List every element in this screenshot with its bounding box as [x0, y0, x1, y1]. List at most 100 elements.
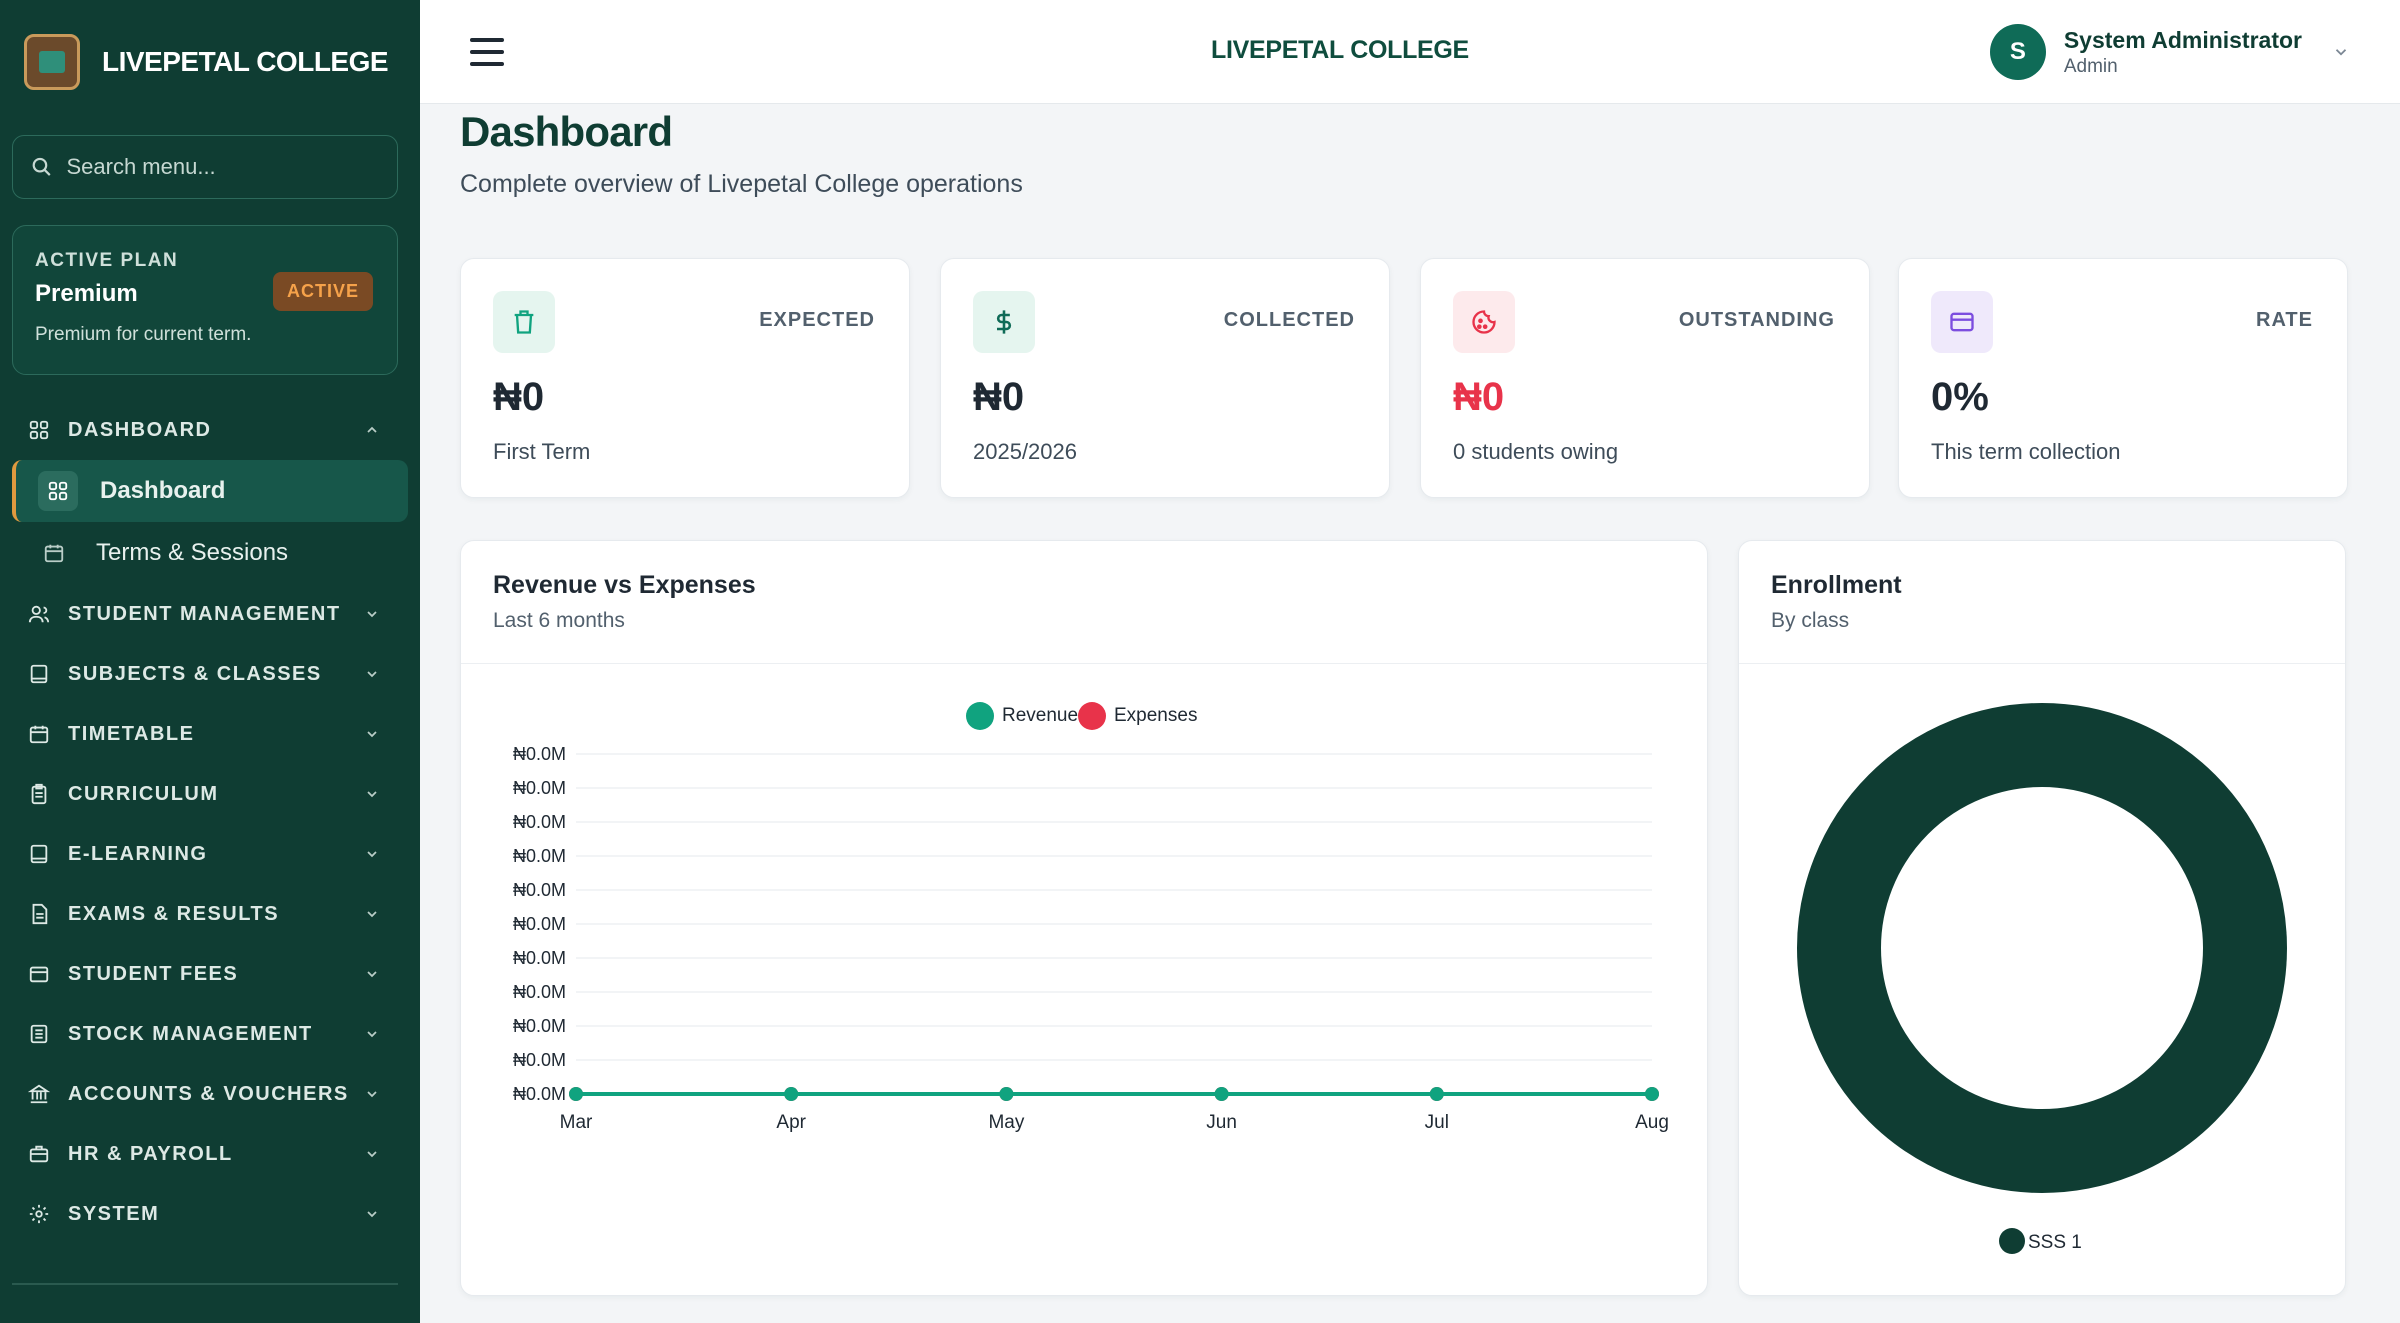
nav-section-label: DASHBOARD: [68, 418, 212, 441]
enrollment-donut-chart: SSS 1: [1797, 703, 2287, 1254]
briefcase-icon: [29, 1145, 49, 1163]
stat-card-expected: EXPECTED ₦0 First Term: [460, 258, 910, 498]
x-tick-label: Jul: [1425, 1112, 1449, 1133]
user-role: Admin: [2063, 55, 2118, 77]
chart-legend-expenses[interactable]: Expenses: [1078, 702, 1197, 730]
nav-section-label: ACCOUNTS & VOUCHERS: [68, 1082, 349, 1105]
stat-icon-box: [493, 291, 555, 353]
y-tick-label: ₦0.0M: [513, 914, 566, 934]
sidebar-item-dashboard[interactable]: Dashboard: [12, 460, 408, 522]
nav-section-student-management[interactable]: STUDENT MANAGEMENT: [0, 584, 420, 644]
panel-subtitle: By class: [1771, 609, 1850, 632]
topbar-title: LIVEPETAL COLLEGE: [1211, 36, 1469, 64]
x-tick-label: Apr: [776, 1112, 806, 1133]
book-icon: [30, 844, 48, 864]
plan-label: ACTIVE PLAN: [35, 250, 179, 271]
x-tick-label: Mar: [560, 1112, 593, 1133]
nav-section-label: STOCK MANAGEMENT: [68, 1022, 313, 1045]
chevron-down-icon: [367, 611, 377, 618]
stat-subtext: 0 students owing: [1453, 439, 1619, 464]
nav-section-hr-payroll[interactable]: HR & PAYROLL: [0, 1124, 420, 1184]
bank-icon: [28, 1084, 50, 1104]
nav-section-exams-results[interactable]: EXAMS & RESULTS: [0, 884, 420, 944]
chevron-down-icon: [367, 911, 377, 918]
sidebar-item-terms-sessions[interactable]: Terms & Sessions: [12, 522, 408, 584]
nav-section-subjects-classes[interactable]: SUBJECTS & CLASSES: [0, 644, 420, 704]
active-plan-card: ACTIVE PLAN Premium Premium for current …: [12, 225, 398, 375]
revenue-expenses-panel: Revenue vs Expenses Last 6 months: [460, 540, 1708, 1296]
wallet-icon: [29, 966, 49, 983]
grid-icon: [38, 471, 78, 511]
sidebar: LIVEPETAL COLLEGE ACTIVE PLAN Premium Pr…: [0, 0, 420, 1323]
panel-subtitle: Last 6 months: [493, 609, 625, 632]
nav-section-stock-management[interactable]: STOCK MANAGEMENT: [0, 1004, 420, 1064]
y-tick-label: ₦0.0M: [513, 812, 566, 832]
panel-title: Revenue vs Expenses: [493, 571, 756, 599]
stat-subtext: First Term: [493, 439, 591, 464]
chevron-down-icon: [367, 731, 377, 738]
grid-icon: [29, 420, 49, 440]
college-logo-icon: [24, 34, 80, 90]
chart-legend-revenue[interactable]: Revenue: [966, 702, 1078, 730]
panel-divider: [461, 663, 1707, 664]
y-tick-label: ₦0.0M: [513, 1084, 566, 1104]
nav-section-label: CURRICULUM: [68, 782, 219, 805]
data-point-revenue: [569, 1087, 583, 1101]
y-tick-label: ₦0.0M: [513, 778, 566, 798]
nav-section-label: E-LEARNING: [68, 842, 208, 865]
calendar-icon: [29, 725, 49, 744]
stat-subtext: This term collection: [1931, 439, 2121, 464]
cookie-icon: [1472, 310, 1496, 334]
stat-value: ₦0: [973, 375, 1025, 419]
y-tick-label: ₦0.0M: [513, 1016, 566, 1036]
gear-icon: [29, 1204, 49, 1224]
stat-value: ₦0: [493, 375, 545, 419]
y-tick-label: ₦0.0M: [513, 1050, 566, 1070]
sidebar-divider: [12, 1283, 398, 1285]
sidebar-item-label: Dashboard: [100, 477, 226, 504]
data-point-revenue: [999, 1087, 1014, 1101]
stat-value: ₦0: [1453, 375, 1505, 419]
nav-section-curriculum[interactable]: CURRICULUM: [0, 764, 420, 824]
y-tick-label: ₦0.0M: [513, 846, 566, 866]
nav-section-label: HR & PAYROLL: [68, 1142, 233, 1165]
user-info: System Administrator Admin: [2064, 27, 2302, 78]
legend-label: SSS 1: [2028, 1232, 2082, 1253]
search-icon: [32, 157, 51, 176]
brand-name: LIVEPETAL COLLEGE: [102, 46, 389, 77]
stat-icon-box: [973, 291, 1035, 353]
chevron-down-icon: [367, 971, 377, 978]
menu-toggle-icon[interactable]: [470, 38, 504, 66]
x-tick-label: Aug: [1635, 1112, 1669, 1133]
top-bar: LIVEPETAL COLLEGE S System Administrator…: [420, 0, 2400, 104]
book-icon: [30, 664, 48, 684]
search-input[interactable]: [66, 154, 379, 180]
plan-description: Premium for current term.: [35, 324, 252, 345]
chevron-down-icon: [2335, 49, 2347, 56]
search-box[interactable]: [12, 135, 398, 199]
y-tick-label: ₦0.0M: [513, 880, 566, 900]
nav-section-student-fees[interactable]: STUDENT FEES: [0, 944, 420, 1004]
y-tick-label: ₦0.0M: [513, 982, 566, 1002]
legend-label: Revenue: [1002, 705, 1079, 726]
user-menu[interactable]: S System Administrator Admin: [1989, 24, 2350, 80]
chevron-down-icon: [367, 1091, 377, 1098]
data-point-revenue: [1214, 1087, 1229, 1101]
nav-section-system[interactable]: SYSTEM: [0, 1184, 420, 1244]
y-tick-label: ₦0.0M: [513, 948, 566, 968]
nav-section-e-learning[interactable]: E-LEARNING: [0, 824, 420, 884]
nav-section-dashboard[interactable]: DASHBOARD: [0, 400, 420, 460]
chevron-down-icon: [367, 1211, 377, 1218]
nav-section-timetable[interactable]: TIMETABLE: [0, 704, 420, 764]
nav-section-accounts-vouchers[interactable]: ACCOUNTS & VOUCHERS: [0, 1064, 420, 1124]
card-icon: [1950, 312, 1974, 332]
brand[interactable]: LIVEPETAL COLLEGE: [24, 30, 389, 94]
donut-slice: [1797, 703, 2287, 1193]
data-point-revenue: [1645, 1087, 1659, 1101]
stat-card-collected: COLLECTED ₦0 2025/2026: [940, 258, 1390, 498]
stat-card-rate: RATE 0% This term collection: [1898, 258, 2348, 498]
clipboard-icon: [31, 783, 47, 805]
stat-label: COLLECTED: [1223, 309, 1355, 331]
x-tick-label: May: [988, 1112, 1024, 1133]
list-icon: [30, 1024, 48, 1044]
